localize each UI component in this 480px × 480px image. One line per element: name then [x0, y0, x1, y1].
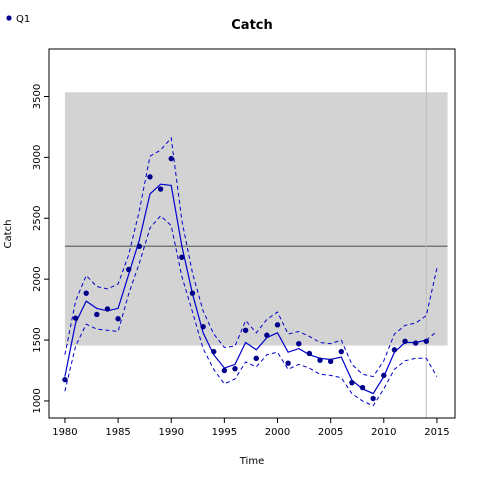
- y-tick-label: 1500: [32, 327, 43, 352]
- data-point: [94, 311, 100, 318]
- data-point: [232, 365, 238, 372]
- y-axis: 1000 1500 2000 2500 3000 3500: [32, 84, 49, 414]
- data-point: [72, 315, 79, 321]
- data-point: [264, 332, 270, 338]
- x-tick-label: 2000: [265, 427, 290, 438]
- fitted-line: [64, 183, 427, 395]
- x-tick-label: 2015: [424, 427, 449, 438]
- data-point: [338, 348, 344, 355]
- legend-marker-q1: [6, 15, 12, 21]
- plot-frame: [48, 48, 456, 419]
- data-point: [274, 322, 281, 328]
- data-point: [221, 367, 228, 374]
- shaded-range-band: [64, 92, 448, 346]
- forecast-line: [425, 331, 438, 341]
- y-tick-label: 3000: [32, 145, 43, 170]
- data-point: [83, 290, 89, 296]
- data-point: [115, 316, 121, 322]
- plot-area: [48, 48, 456, 419]
- data-point: [157, 186, 164, 192]
- y-tick-label: 3500: [32, 84, 43, 109]
- data-point: [200, 323, 206, 330]
- data-point: [359, 384, 366, 391]
- x-axis: 1980 1985 1990 1995 2000 2005 2010 2015: [52, 418, 450, 438]
- data-point: [189, 290, 196, 296]
- data-point: [62, 376, 68, 383]
- data-point: [253, 355, 259, 362]
- data-point: [136, 243, 143, 249]
- x-tick-label: 1980: [52, 427, 77, 438]
- data-point: [391, 347, 398, 353]
- lower-confidence-line: [64, 215, 438, 407]
- x-tick-label: 2010: [371, 427, 396, 438]
- y-tick-label: 1000: [32, 388, 43, 413]
- data-point: [147, 174, 153, 180]
- data-point: [306, 350, 313, 357]
- data-point: [349, 379, 355, 386]
- x-axis-title: Time: [239, 456, 264, 467]
- data-point: [412, 340, 419, 346]
- data-point: [327, 358, 334, 365]
- y-tick-label: 2000: [32, 266, 43, 291]
- data-point: [370, 395, 376, 402]
- data-point: [381, 372, 387, 379]
- x-tick-label: 1995: [212, 427, 237, 438]
- chart-title: Catch: [231, 18, 273, 33]
- data-point: [317, 357, 323, 363]
- data-point: [285, 360, 291, 366]
- y-tick-label: 2500: [32, 206, 43, 231]
- data-point: [126, 266, 132, 273]
- data-point: [168, 155, 174, 162]
- x-tick-label: 2005: [318, 427, 343, 438]
- x-tick-label: 1985: [105, 427, 130, 438]
- data-point: [296, 341, 302, 347]
- data-point: [423, 338, 430, 344]
- data-point: [242, 327, 249, 334]
- legend-label-q1: Q1: [16, 14, 30, 25]
- data-point: [179, 254, 185, 260]
- data-point: [402, 338, 408, 344]
- data-point: [211, 348, 217, 355]
- y-axis-title: Catch: [3, 220, 14, 249]
- x-tick-label: 1990: [158, 427, 183, 438]
- data-point: [104, 306, 111, 312]
